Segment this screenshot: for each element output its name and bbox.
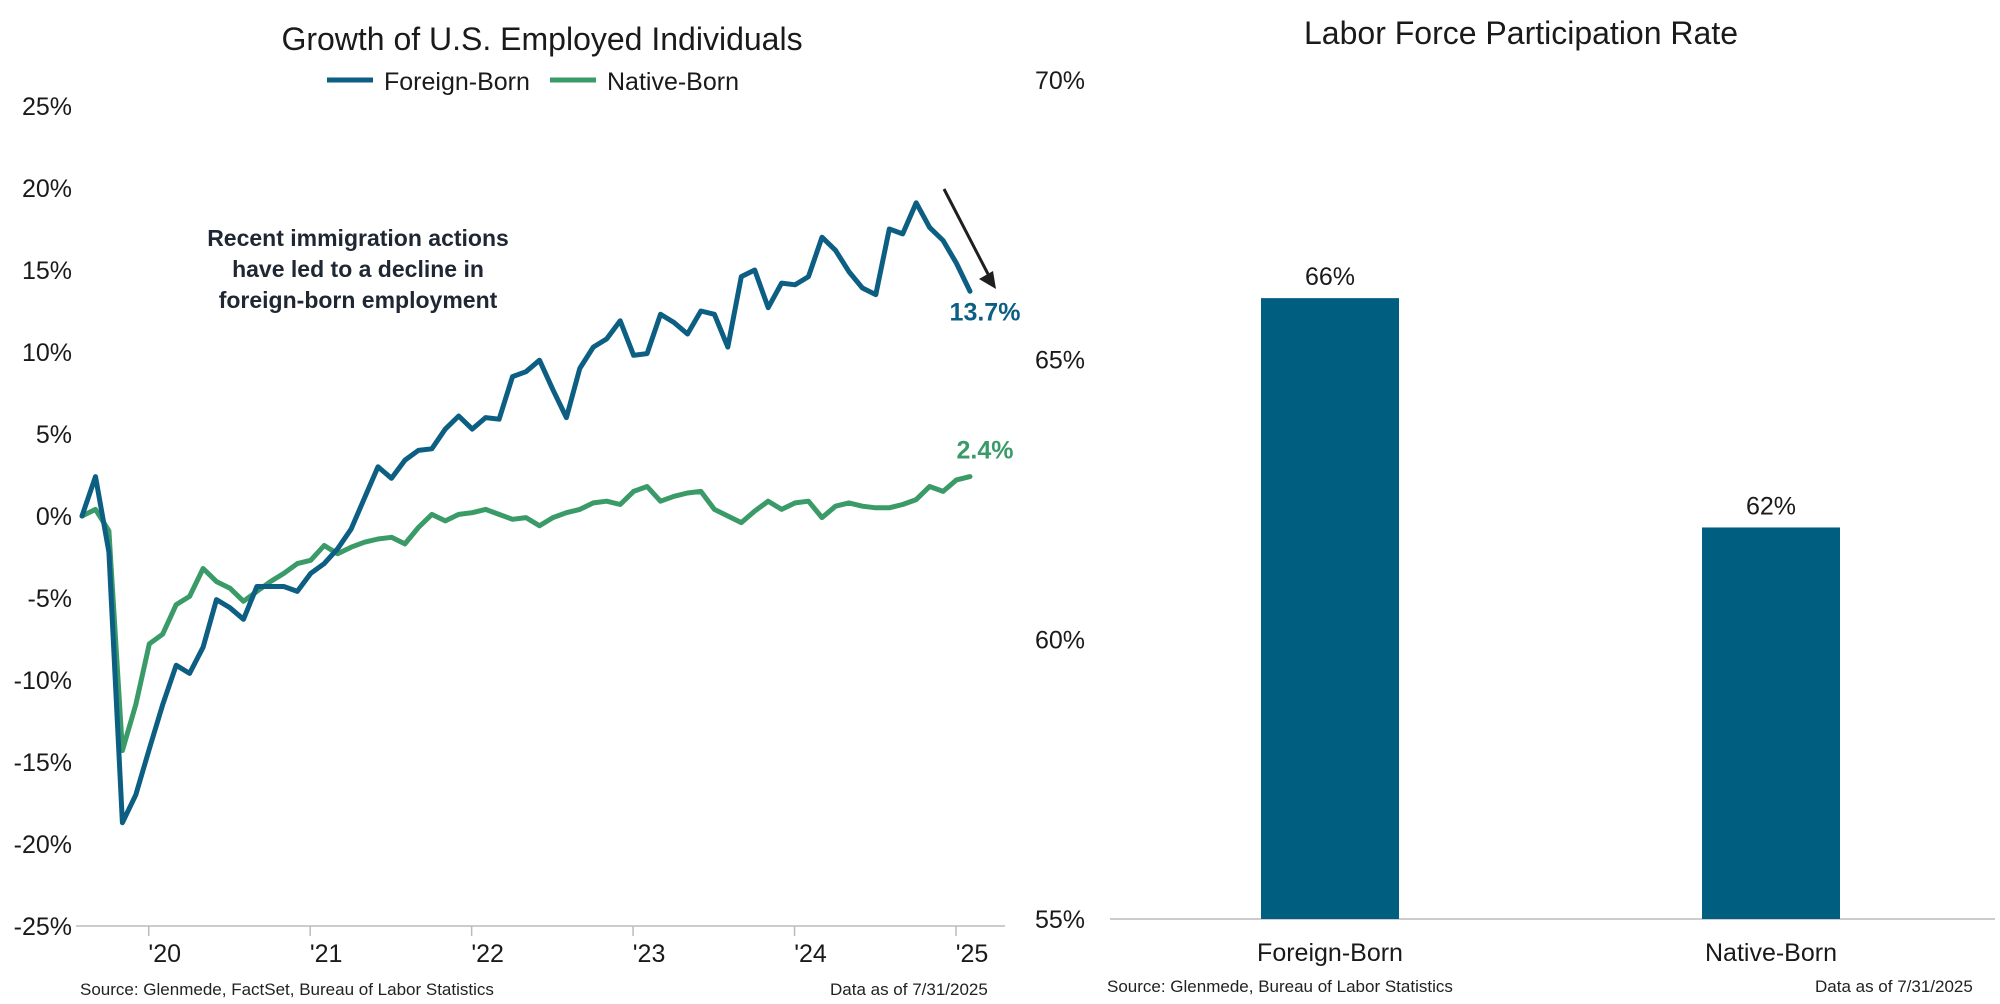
y-tick-label: -20% <box>14 831 72 859</box>
bar-y-tick-label: 65% <box>1035 347 1085 375</box>
annotation-arrow <box>942 188 996 289</box>
annotation: Recent immigration actions have led to a… <box>207 225 509 313</box>
y-tick-label: 25% <box>22 93 72 121</box>
x-tick-label: '21 <box>310 940 343 968</box>
bars-group: 66% Foreign-Born 62% Native-Born <box>1257 263 1840 967</box>
series-line-native-born <box>79 474 973 753</box>
bar-chart: Labor Force Participation Rate 70% 65% 60%… <box>1035 15 1995 967</box>
bar-native-born <box>1702 527 1840 919</box>
annotation-line-3: foreign-born employment <box>219 287 498 313</box>
y-tick-label: -10% <box>14 667 72 695</box>
annotation-line-2: have led to a decline in <box>232 256 484 282</box>
legend: Foreign-Born Native-Born <box>327 68 739 96</box>
end-labels: 13.7% 2.4% <box>950 298 1021 464</box>
legend-item-foreign-born: Foreign-Born <box>327 68 530 96</box>
annotation-arrow-shaft <box>942 188 990 275</box>
y-tick-label: 20% <box>22 175 72 203</box>
series-line-foreign-born <box>79 200 973 826</box>
legend-item-native-born: Native-Born <box>550 68 739 96</box>
x-tick-label: '22 <box>471 940 504 968</box>
bar-y-tick-label: 55% <box>1035 906 1085 934</box>
y-axis-ticks: 25% 20% 15% 10% 5% 0% -5% -10% -15% -20% -25% <box>14 93 72 941</box>
source-note-right: Source: Glenmede, Bureau of Labor Statis… <box>1107 977 1453 996</box>
legend-label-foreign-born: Foreign-Born <box>384 68 530 96</box>
bar-chart-title: Labor Force Participation Rate <box>1304 15 1738 51</box>
x-tick-label: '20 <box>148 940 181 968</box>
bar-y-tick-label: 70% <box>1035 67 1085 95</box>
line-chart-title: Growth of U.S. Employed Individuals <box>281 21 802 57</box>
date-note-left: Data as of 7/31/2025 <box>830 980 988 999</box>
line-chart: Growth of U.S. Employed Individuals Fore… <box>14 21 1021 968</box>
bar-category-label: Native-Born <box>1705 939 1837 967</box>
y-tick-label: -5% <box>28 585 72 613</box>
line-series-group <box>79 200 973 826</box>
y-tick-label: -25% <box>14 913 72 941</box>
bar-y-axis-ticks: 70% 65% 60% 55% <box>1035 67 1085 934</box>
legend-label-native-born: Native-Born <box>607 68 739 96</box>
x-axis-ticks: '20 '21 '22 '23 '24 '25 <box>147 926 989 968</box>
end-label-native-born: 2.4% <box>957 437 1014 465</box>
annotation-line-1: Recent immigration actions <box>207 225 509 251</box>
y-tick-label: 15% <box>22 257 72 285</box>
bar-value-label: 66% <box>1305 263 1355 291</box>
y-tick-label: 5% <box>36 421 72 449</box>
y-tick-label: 0% <box>36 503 72 531</box>
annotation-arrow-head <box>979 271 996 289</box>
source-note-left: Source: Glenmede, FactSet, Bureau of Lab… <box>80 980 494 999</box>
y-tick-label: 10% <box>22 339 72 367</box>
bar-category-label: Foreign-Born <box>1257 939 1403 967</box>
x-tick-label: '23 <box>633 940 666 968</box>
bar-foreign-born <box>1261 298 1399 919</box>
bar-y-tick-label: 60% <box>1035 626 1085 654</box>
end-label-foreign-born: 13.7% <box>950 298 1021 326</box>
x-tick-label: '25 <box>956 940 989 968</box>
x-tick-label: '24 <box>794 940 827 968</box>
date-note-right: Data as of 7/31/2025 <box>1815 977 1973 996</box>
bar-value-label: 62% <box>1746 492 1796 520</box>
y-tick-label: -15% <box>14 749 72 777</box>
